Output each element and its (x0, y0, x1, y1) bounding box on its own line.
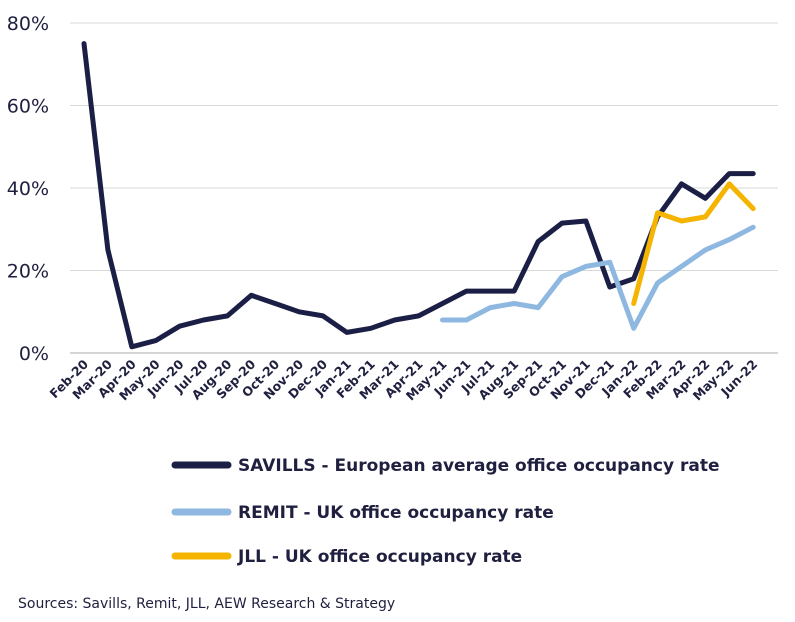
y-tick-label: 0% (19, 343, 49, 365)
series-lines (81, 41, 756, 350)
legend-label: JLL - UK office occupancy rate (237, 547, 522, 567)
x-axis-ticks: Feb-20Mar-20Apr-20May-20Jun-20Jul-20Aug-… (47, 356, 761, 403)
occupancy-line-chart: 0% 20% 40% 60% 80% Feb-20Mar-20Apr-20May-20J… (7, 13, 778, 567)
y-axis-ticks: 0% 20% 40% 60% 80% (7, 13, 49, 365)
source-note: Sources: Savills, Remit, JLL, AEW Resear… (18, 596, 396, 612)
legend: SAVILLS - European average office occupa… (171, 456, 720, 567)
y-tick-label: 80% (7, 13, 49, 35)
y-tick-label: 40% (7, 178, 49, 200)
series-line-2 (440, 224, 756, 331)
gridlines (70, 22, 778, 271)
series-line-3 (631, 181, 756, 306)
y-tick-label: 20% (7, 261, 49, 283)
legend-label: REMIT - UK office occupancy rate (238, 503, 554, 523)
legend-label: SAVILLS - European average office occupa… (238, 456, 720, 476)
y-tick-label: 60% (7, 96, 49, 118)
series-line-1 (81, 41, 756, 350)
